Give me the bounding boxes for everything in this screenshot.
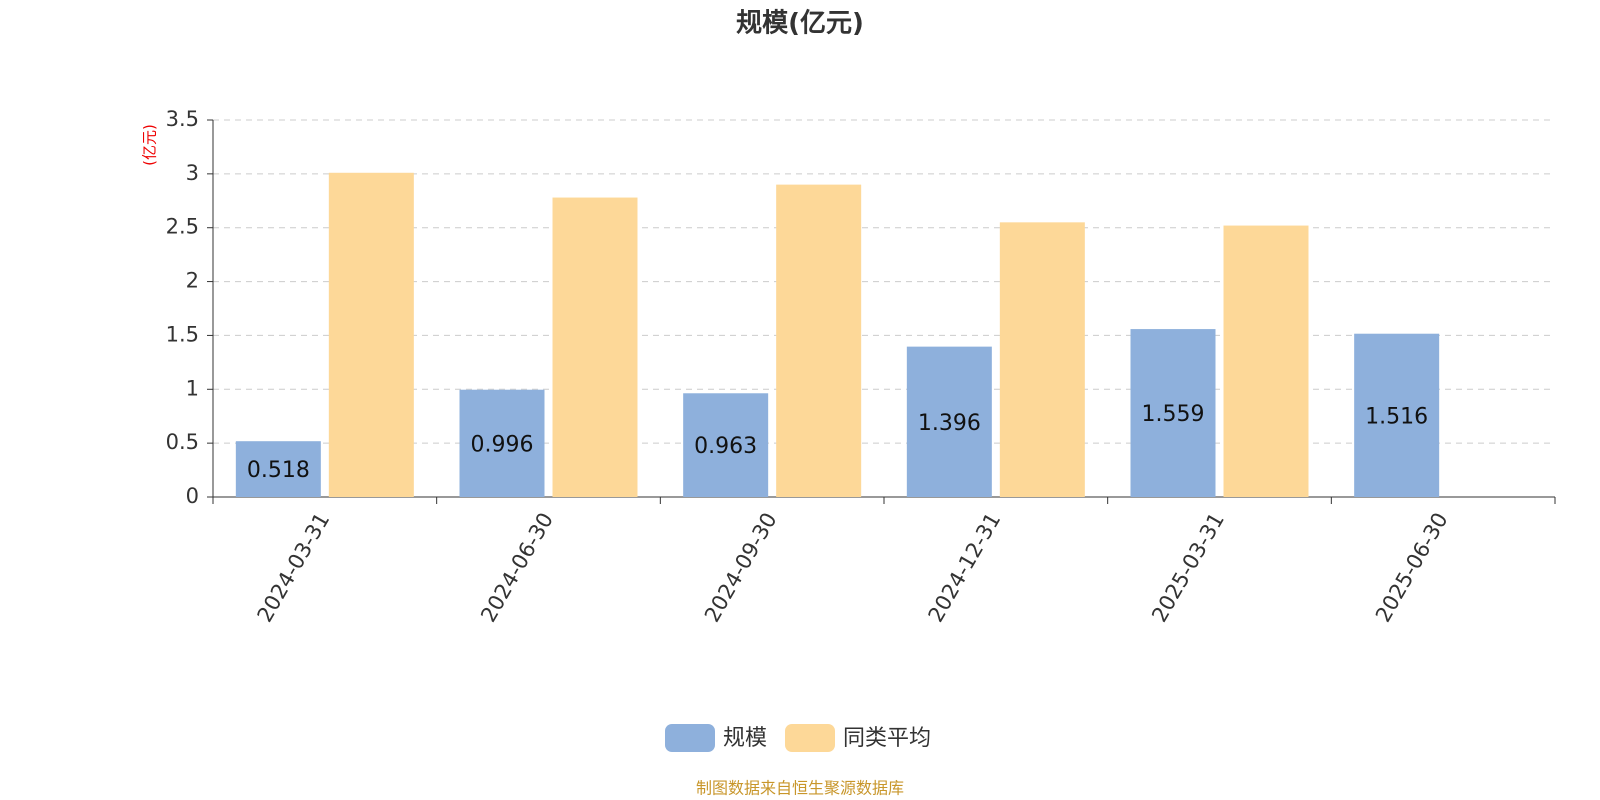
bar [906,346,992,497]
x-tick-label: 2025-03-31 [1147,509,1229,627]
data-label: 0.996 [471,432,534,457]
y-tick-label: 0.5 [166,430,199,454]
x-tick-label: 2025-06-30 [1371,509,1453,627]
bar [235,441,321,497]
x-tick-label: 2024-09-30 [700,509,782,627]
source-note: 制图数据来自恒生聚源数据库 [696,779,904,798]
legend-swatch [665,724,715,752]
legend-swatch [785,724,835,752]
bar [552,197,638,497]
y-tick-label: 2.5 [166,215,199,239]
legend-label: 规模 [723,726,767,751]
x-tick-label: 2024-06-30 [476,509,558,627]
bar [1130,329,1216,497]
bar [683,393,769,497]
y-tick-label: 1 [186,376,199,400]
bar [999,222,1085,498]
x-tick-label: 2024-03-31 [253,509,335,627]
y-tick-label: 1.5 [166,322,199,346]
data-label: 0.518 [247,458,310,483]
data-label: 0.963 [694,434,757,459]
y-unit: (亿元) [141,124,159,166]
y-tick-label: 3.5 [166,107,199,131]
x-tick-label: 2024-12-31 [924,509,1006,627]
y-tick-label: 0 [186,484,199,508]
chart-title: 规模(亿元) [736,9,864,39]
bar [459,389,545,497]
legend-label: 同类平均 [843,726,931,751]
data-label: 1.396 [918,411,981,436]
bar [328,172,414,497]
data-label: 1.516 [1365,404,1428,429]
y-tick-label: 2 [186,269,199,293]
data-label: 1.559 [1142,402,1205,427]
y-tick-label: 3 [186,161,199,185]
bar [1223,225,1309,497]
bar [1354,333,1440,497]
bar [776,184,862,497]
